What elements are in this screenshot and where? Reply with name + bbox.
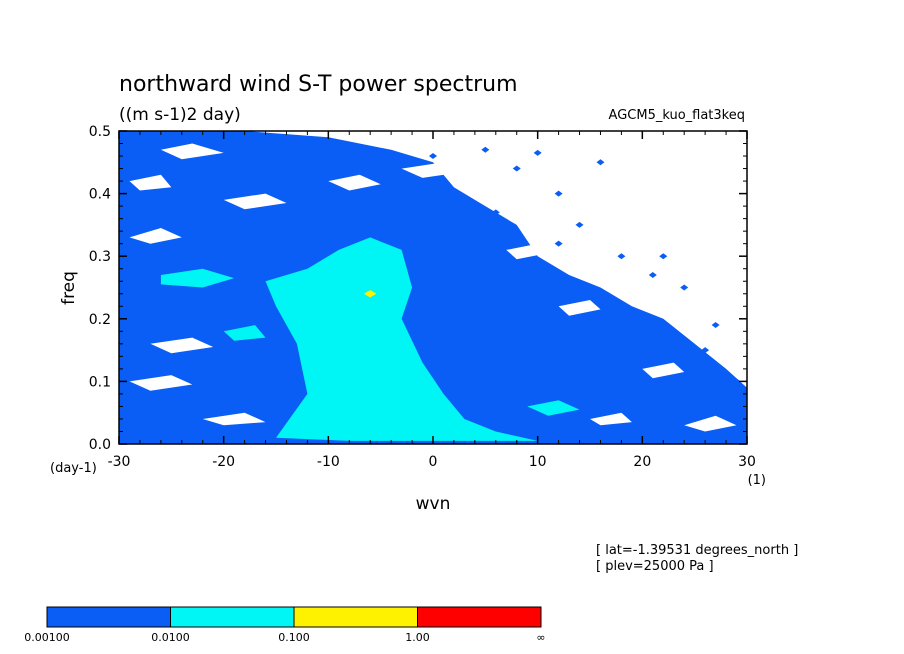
below-threshold-gap (129, 174, 172, 191)
x-tick-label: 0 (429, 454, 438, 470)
level-speck (606, 297, 615, 304)
level-region-0.0100 (160, 268, 235, 288)
level-speck (460, 196, 469, 203)
level-speck (429, 153, 437, 160)
level-speck (575, 221, 584, 228)
colorbar-swatch (170, 607, 294, 627)
info-plev: [ plev=25000 Pa ] (596, 559, 714, 574)
x-unit-label: (1) (748, 473, 766, 488)
level-speck (711, 322, 720, 329)
below-threshold-gap (223, 193, 287, 210)
x-tick-label: -10 (317, 454, 340, 470)
level-speck (638, 322, 647, 329)
y-tick-label: 0.0 (89, 437, 111, 453)
y-tick-label: 0.2 (89, 312, 111, 328)
level-speck (732, 378, 741, 385)
colorbar: 0.00100 0.0100 0.100 1.00 ∞ (24, 606, 546, 644)
below-threshold-gap (328, 174, 381, 191)
x-axis-label: wvn (416, 494, 451, 514)
x-tick-label: 30 (738, 454, 756, 470)
spectrum-field (119, 131, 747, 444)
level-speck (533, 149, 542, 156)
below-threshold-gap (642, 362, 685, 379)
level-speck (701, 347, 710, 354)
below-threshold-gap (129, 375, 193, 391)
axis-ticks: -30 -20 -10 0 10 20 30 0.0 0.1 0.2 0.3 0.4 0.5 (89, 124, 756, 470)
x-tick-label: -30 (108, 454, 131, 470)
y-tick-label: 0.5 (89, 124, 111, 140)
y-unit-label: (day-1) (50, 461, 97, 476)
below-threshold-gap (558, 300, 601, 316)
below-threshold-gap (684, 415, 737, 432)
level-region-0.0100 (223, 325, 266, 341)
level-speck (596, 159, 605, 166)
x-tick-label: 10 (529, 454, 547, 470)
colorbar-swatch (294, 607, 418, 627)
below-threshold-gap (160, 143, 224, 160)
chart-subtitle: ((m s-1)2 day) (119, 105, 241, 125)
level-region-0.0100 (527, 400, 580, 416)
level-speck (648, 271, 657, 278)
plot-area: -30 -20 -10 0 10 20 30 0.0 0.1 0.2 0.3 0.4 0.5 (89, 124, 756, 470)
below-threshold-gap (401, 162, 465, 178)
below-threshold-gap (506, 243, 549, 260)
x-tick-label: -20 (212, 454, 235, 470)
level-speck (554, 190, 563, 197)
chart-title: northward wind S-T power spectrum (119, 72, 518, 97)
level-region-0.0100 (265, 237, 538, 441)
level-speck (554, 240, 563, 247)
below-threshold-gap (590, 412, 632, 426)
level-speck (722, 403, 731, 410)
colorbar-swatch (47, 607, 171, 627)
colorbar-label: 0.00100 (24, 631, 70, 644)
y-axis-label: freq (59, 271, 79, 305)
level-speck (617, 253, 626, 260)
y-tick-label: 0.3 (89, 249, 111, 265)
level-speck (491, 209, 500, 216)
level-region-0.100 (363, 290, 377, 298)
colorbar-label: 0.100 (278, 631, 310, 644)
level-speck (680, 284, 689, 291)
below-threshold-gap (150, 337, 214, 354)
level-speck (481, 146, 490, 153)
info-lat: [ lat=-1.39531 degrees_north ] (596, 543, 798, 558)
run-label: AGCM5_kuo_flat3keq (609, 108, 745, 123)
colorbar-label: 0.0100 (151, 631, 190, 644)
below-threshold-gap (129, 228, 182, 244)
y-tick-label: 0.4 (89, 187, 111, 203)
x-tick-label: 20 (633, 454, 651, 470)
colorbar-label: 1.00 (405, 631, 430, 644)
colorbar-label: ∞ (536, 631, 545, 644)
level-speck (659, 253, 668, 260)
below-threshold-gap (202, 412, 266, 426)
colorbar-swatch (417, 607, 541, 627)
level-region-base (119, 131, 747, 444)
level-speck (512, 165, 521, 172)
y-tick-label: 0.1 (89, 374, 111, 390)
